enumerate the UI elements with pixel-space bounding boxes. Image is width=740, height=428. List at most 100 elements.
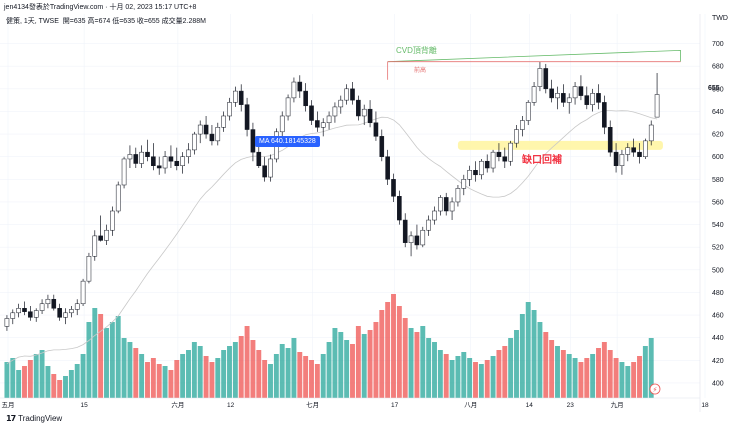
volume-bar: [174, 360, 180, 398]
volume-bar: [256, 350, 262, 398]
candle-body: [648, 124, 654, 142]
candle-body: [490, 151, 496, 169]
volume-bar: [39, 350, 45, 398]
candle-body: [151, 156, 156, 166]
volume-bar: [607, 350, 613, 398]
candle-body: [484, 160, 490, 169]
candle-body: [209, 133, 215, 142]
volume-bar: [273, 354, 279, 398]
volume-bar: [150, 358, 156, 398]
volume-bar: [637, 356, 642, 398]
volume-bar: [215, 358, 221, 398]
candle-body: [373, 122, 379, 137]
candle-body: [572, 86, 578, 99]
symbol-line: 健策, 1天, TWSE 開=635 高=674 低=635 收=655 成交量…: [6, 16, 206, 26]
candle-body: [379, 136, 385, 157]
candle-body: [367, 108, 373, 124]
candle-body: [414, 235, 420, 246]
y-tick-label: 560: [712, 199, 724, 206]
volume-bar: [596, 348, 601, 398]
volume-bar: [279, 344, 285, 398]
candle-body: [256, 151, 262, 167]
ma-value-tag[interactable]: MA 640.18145328: [255, 136, 320, 147]
volume-bar: [197, 346, 203, 398]
annotation-lines: [387, 49, 681, 80]
last-price-label: 655: [708, 85, 720, 92]
x-tick-label: 九月: [611, 400, 624, 409]
symbol-info: 健策, 1天, TWSE: [6, 18, 59, 25]
volume-bar: [344, 340, 350, 398]
y-tick-label: 620: [712, 132, 724, 139]
candle-body: [619, 154, 625, 166]
y-tick-label: 680: [712, 64, 724, 71]
volume-bar: [320, 354, 326, 398]
candle-body: [561, 93, 566, 103]
volume-bar: [578, 362, 584, 398]
candle-body: [566, 97, 572, 103]
volume-bar: [461, 352, 467, 398]
lightning-icon[interactable]: [649, 383, 661, 395]
candle-body: [408, 235, 414, 243]
price-axis: 400 420 440 460 480 500 520 540 560 580 600 620 640 6…: [712, 41, 724, 387]
candle-body: [291, 81, 297, 99]
candle-body: [39, 303, 45, 311]
candle-body: [420, 229, 426, 246]
candle-body: [28, 311, 33, 318]
candle-body: [361, 108, 367, 117]
volume-bar: [227, 346, 232, 398]
y-tick-label: 420: [712, 358, 724, 365]
volume-bar: [16, 370, 22, 398]
volume-bar: [232, 342, 238, 398]
y-tick-label: 640: [712, 109, 724, 116]
volume-bar: [203, 356, 209, 398]
candle-body: [127, 154, 133, 160]
candle-body: [238, 90, 244, 105]
volume-bar: [490, 356, 496, 398]
candle-body: [192, 133, 197, 151]
candle-body: [479, 160, 484, 176]
candle-body: [443, 197, 449, 212]
volume-bar: [57, 380, 63, 398]
candle-body: [543, 68, 549, 90]
volume-bar: [350, 344, 355, 398]
candle-body: [607, 127, 613, 153]
volume-bar: [584, 358, 590, 398]
volume-bar: [309, 360, 314, 398]
candle-body: [303, 90, 308, 107]
volume-bar: [162, 366, 168, 398]
volume-bar: [244, 326, 250, 398]
volume-bar: [525, 302, 531, 398]
candle-body: [338, 99, 344, 108]
candle-body: [637, 151, 642, 157]
volume-bar: [455, 356, 461, 398]
cvd-divergence-label: CVD頂背離: [396, 46, 437, 55]
tradingview-logo[interactable]: 𝟭𝟳 TradingView: [6, 414, 62, 423]
volume-bar: [115, 316, 121, 398]
volume-bar: [98, 314, 104, 398]
publisher-text: jen4134發表於TradingView.com: [4, 4, 104, 11]
candle-body: [584, 95, 590, 105]
volume-bar: [314, 364, 320, 398]
volume-bar: [432, 342, 437, 398]
volume-bar: [4, 362, 10, 398]
candle-body: [203, 124, 209, 135]
candle-body: [285, 97, 291, 117]
volume-bar: [478, 364, 484, 398]
candle-body: [10, 312, 16, 319]
candle-body: [531, 86, 537, 103]
y-tick-label: 660: [712, 86, 724, 93]
volume-bar: [414, 332, 420, 398]
volume-bar: [156, 364, 162, 398]
y-tick-label: 700: [712, 41, 724, 48]
candle-body: [631, 147, 636, 153]
volume-bar: [590, 354, 596, 398]
volume-bar: [531, 310, 537, 398]
volume-bar: [402, 318, 408, 398]
candle-body: [438, 197, 443, 212]
candle-body: [69, 309, 74, 314]
volume-bar: [396, 306, 402, 398]
x-tick-label: 23: [567, 402, 575, 409]
volume-bar: [514, 330, 519, 398]
volume-bar: [127, 342, 133, 398]
